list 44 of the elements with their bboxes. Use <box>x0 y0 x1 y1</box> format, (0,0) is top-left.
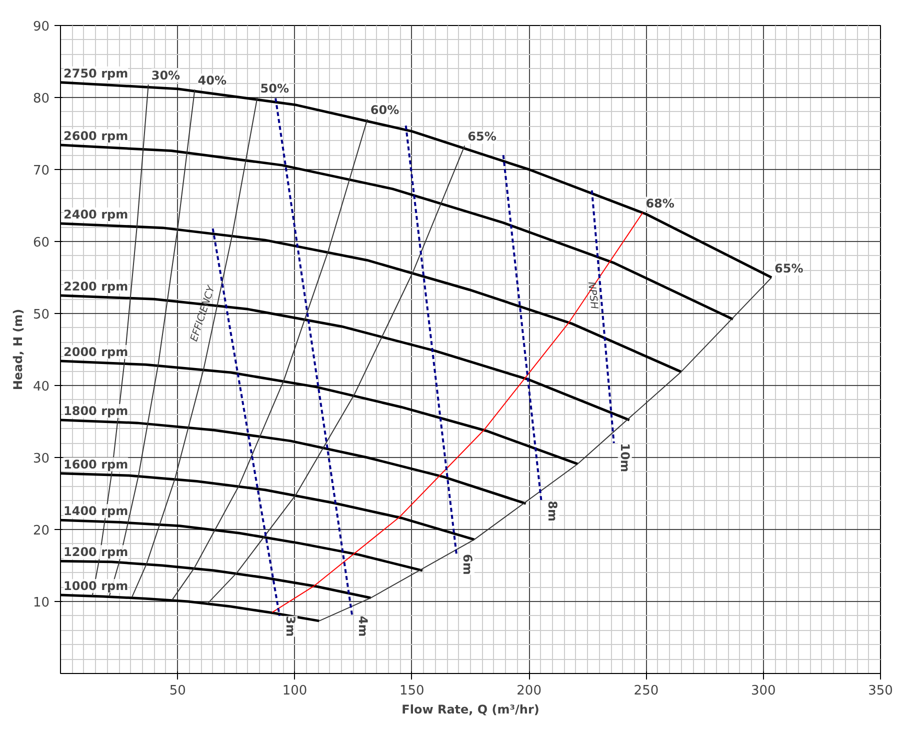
x-tick-label: 150 <box>400 684 424 698</box>
series-label: 50% <box>260 82 290 96</box>
x-tick-label: 200 <box>516 684 542 698</box>
text: 8m <box>545 500 560 522</box>
line-series <box>172 118 368 601</box>
y-tick-label: 20 <box>32 524 50 538</box>
y-tick-label: 90 <box>32 20 50 34</box>
series-label: 2600 rpm <box>64 129 128 144</box>
x-tick-label: 100 <box>282 684 308 698</box>
y-tick-label: 30 <box>32 452 50 466</box>
series-label: 1800 rpm <box>64 404 128 418</box>
series-label: 30% <box>151 68 180 83</box>
y-axis-title: Head, H (m) <box>10 308 25 390</box>
x-tick-label: 250 <box>634 684 659 698</box>
series-label: 2750 rpm <box>64 66 128 80</box>
series-label: 2000 rpm <box>64 345 128 360</box>
series-label: 60% <box>370 103 400 118</box>
series-label: 1000 rpm <box>64 579 128 594</box>
line-series <box>131 97 258 598</box>
y-tick-label: 40 <box>32 380 50 394</box>
series-label: 2400 rpm <box>64 208 128 222</box>
text: 4m <box>356 616 370 637</box>
series-label: 1600 rpm <box>64 457 128 472</box>
text: 10m <box>618 443 632 472</box>
y-tick-label: 70 <box>32 164 50 178</box>
x-tick-label: 300 <box>750 684 776 698</box>
text: 3m <box>284 616 298 637</box>
annotation: NPSH <box>585 281 600 310</box>
series-label: 68% <box>646 196 674 211</box>
series-label: 65% <box>468 130 496 144</box>
y-tick-label: 50 <box>32 308 50 322</box>
line-series <box>272 212 644 613</box>
x-axis-title: Flow Rate, Q (m³/hr) <box>402 702 540 716</box>
y-tick-label: 60 <box>32 236 50 250</box>
series-label: 40% <box>198 74 226 88</box>
series-label: 1200 rpm <box>64 545 128 560</box>
series-label: 1400 rpm <box>64 504 128 518</box>
x-tick-label: 350 <box>868 684 893 698</box>
text: 6m <box>460 554 474 575</box>
series-label: 65% <box>774 262 804 276</box>
y-tick-label: 10 <box>32 596 50 610</box>
series-label: 2200 rpm <box>64 280 128 294</box>
y-tick-label: 80 <box>32 92 50 106</box>
x-tick-label: 50 <box>169 684 186 698</box>
